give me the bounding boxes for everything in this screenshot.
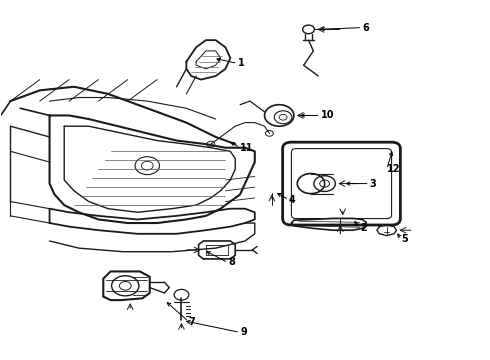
Text: 10: 10 — [321, 111, 334, 121]
Text: 7: 7 — [189, 317, 196, 327]
Text: 4: 4 — [289, 195, 296, 205]
Text: 8: 8 — [228, 257, 235, 267]
Text: 5: 5 — [401, 234, 408, 244]
Text: 6: 6 — [362, 23, 369, 33]
Text: 12: 12 — [387, 164, 400, 174]
Text: 9: 9 — [240, 327, 247, 337]
Text: 2: 2 — [360, 224, 367, 233]
Text: 1: 1 — [238, 58, 245, 68]
Text: 11: 11 — [240, 143, 254, 153]
Text: 3: 3 — [369, 179, 376, 189]
